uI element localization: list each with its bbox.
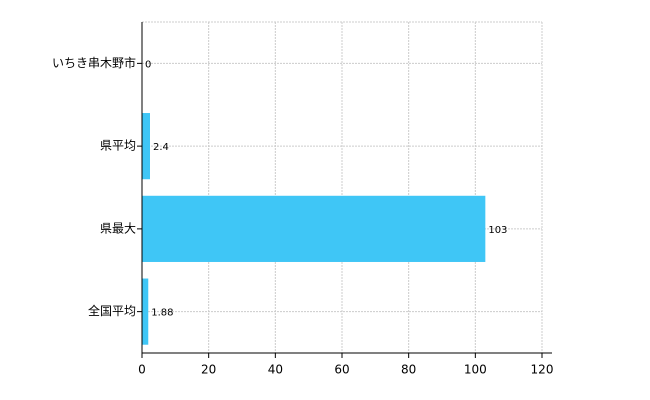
x-tick-label: 100 [464, 363, 487, 377]
y-tick-label: 県平均 [100, 139, 136, 153]
bar [142, 195, 486, 262]
y-tick-label: 全国平均 [88, 303, 136, 318]
x-tick-label: 0 [138, 363, 146, 377]
x-tick-label: 20 [201, 363, 216, 377]
data-label: 2.4 [153, 142, 169, 153]
data-label: 103 [488, 225, 507, 236]
bar [142, 113, 150, 180]
x-tick-label: 120 [531, 363, 554, 377]
data-label: 0 [145, 59, 151, 70]
x-tick-label: 40 [268, 363, 283, 377]
y-tick-label: いちき串木野市 [52, 55, 136, 70]
x-tick-label: 80 [401, 363, 416, 377]
bar [142, 278, 149, 345]
data-label: 1.88 [151, 308, 173, 319]
y-tick-label: 県最大 [100, 221, 136, 235]
x-tick-label: 60 [334, 363, 349, 377]
